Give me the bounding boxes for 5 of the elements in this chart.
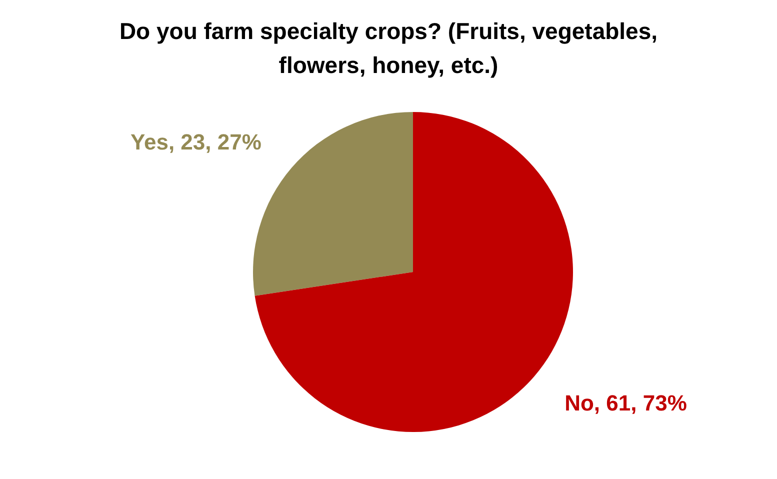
data-label: , 61, 73% [594,390,687,415]
slice-label: No [564,390,594,415]
data-label: , 23, 27% [168,129,262,154]
slice-label: Yes [130,129,168,154]
chart-title: Do you farm specialty crops? (Fruits, vegetables, flowers, honey, etc.) [118,17,659,80]
